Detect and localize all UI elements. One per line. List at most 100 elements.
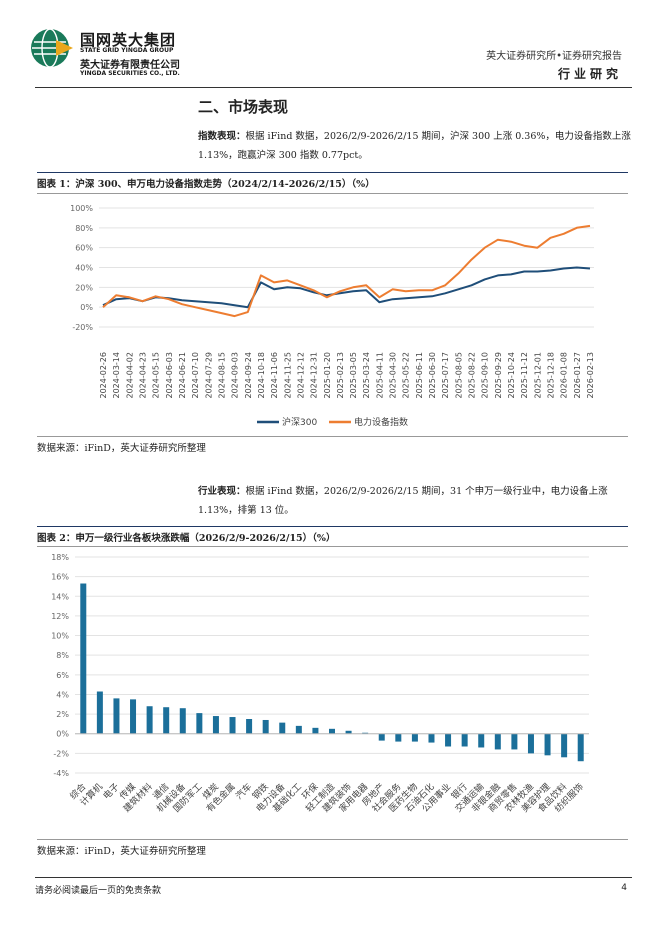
chart2-y-tick-label: 16%	[51, 573, 69, 582]
chart2-bar	[428, 733, 435, 743]
chart1-x-tick-label: 2024-04-02	[125, 352, 134, 399]
figure1-bottom-rule	[37, 436, 628, 437]
chart1-y-tick-label: -20%	[72, 323, 93, 332]
chart2-bar	[395, 733, 402, 742]
chart2-y-tick-label: 14%	[51, 592, 69, 601]
subsidiary-name-en: YINGDA SECURITIES CO., LTD.	[80, 70, 180, 77]
index-performance-text: 根据 iFind 数据，2026/2/9-2026/2/15 期间，沪深 300…	[198, 131, 631, 161]
chart1-x-tick-label: 2025-12-01	[533, 352, 542, 399]
chart1-x-tick-label: 2024-05-15	[152, 352, 161, 399]
chart2-y-tick-label: 8%	[56, 651, 69, 660]
figure2-title-rule	[37, 546, 628, 547]
chart2-bar	[163, 707, 170, 734]
figure1-title-rule	[37, 193, 628, 194]
chart1-x-tick-label: 2026-01-27	[573, 352, 582, 399]
figure1-title: 图表 1：沪深 300、申万电力设备指数走势（2024/2/14-2026/2/…	[37, 179, 375, 190]
chart2-y-tick-label: 18%	[51, 553, 69, 562]
chart1-x-tick-label: 2026-02-13	[586, 352, 595, 399]
chart1-x-tick-label: 2025-12-18	[547, 352, 556, 399]
chart1-series-line-0	[102, 266, 591, 309]
chart1-x-tick-label: 2025-06-30	[428, 352, 437, 399]
chart2-bar	[279, 722, 286, 734]
chart2-bar	[378, 733, 385, 741]
industry-change-bar-chart: 18%16%14%12%10%8%6%4%2%0%-2%-4%综合计算机电子传媒…	[51, 553, 589, 815]
chart1-x-tick-label: 2024-06-03	[165, 352, 174, 399]
chart2-bar	[229, 717, 236, 734]
chart1-x-tick-label: 2024-08-15	[217, 352, 226, 399]
chart2-y-tick-label: 12%	[51, 612, 69, 621]
industry-performance-text: 根据 iFind 数据，2026/2/9-2026/2/15 期间，31 个申万…	[198, 486, 608, 516]
chart2-y-tick-label: 10%	[51, 632, 69, 641]
chart2-category-label: 汽车	[233, 781, 254, 802]
chart2-bar	[411, 733, 418, 742]
chart2-bar	[494, 733, 501, 750]
company-name-en: STATE GRID YINGDA GROUP	[80, 47, 174, 54]
chart2-bar	[196, 713, 203, 734]
chart2-bar	[312, 727, 319, 734]
chart2-bar	[113, 698, 120, 734]
chart1-y-tick-label: 0%	[80, 303, 93, 312]
chart2-y-tick-label: 4%	[56, 690, 69, 699]
company-logo-block: 国网英大集团 STATE GRID YINGDA GROUP 英大证券有限责任公…	[30, 26, 230, 78]
figure2-bottom-rule	[37, 839, 628, 840]
index-performance-paragraph: 指数表现：根据 iFind 数据，2026/2/9-2026/2/15 期间，沪…	[198, 127, 638, 165]
chart2-y-tick-label: 0%	[56, 730, 69, 739]
chart1-x-tick-label: 2025-04-11	[375, 352, 384, 399]
chart1-x-tick-label: 2024-11-06	[270, 352, 279, 399]
chart1-x-tick-label: 2024-07-10	[191, 352, 200, 399]
chart2-bar	[544, 733, 551, 756]
figure2-top-rule	[37, 526, 628, 527]
disclaimer-note: 请务必阅读最后一页的免责条款	[35, 886, 162, 896]
chart1-x-tick-label: 2024-02-26	[99, 352, 108, 399]
chart2-bar	[577, 733, 584, 762]
chart1-x-tick-label: 2025-08-05	[454, 352, 463, 399]
chart2-bar	[478, 733, 485, 748]
chart2-bar	[212, 716, 219, 734]
footer-divider	[35, 877, 632, 878]
index-performance-label: 指数表现：	[198, 131, 246, 142]
figure2-source: 数据来源：iFinD，英大证券研究所整理	[37, 846, 206, 857]
chart1-x-tick-label: 2025-09-10	[481, 352, 490, 399]
chart1-x-tick-label: 2024-12-31	[310, 352, 319, 399]
chart1-x-tick-label: 2025-04-30	[389, 352, 398, 399]
chart1-y-tick-label: 40%	[75, 264, 93, 273]
chart1-x-tick-label: 2025-03-24	[362, 352, 371, 399]
chart1-y-tick-label: 100%	[70, 204, 93, 213]
chart1-x-tick-label: 2024-06-21	[178, 352, 187, 399]
chart1-x-tick-label: 2024-07-29	[204, 352, 213, 399]
figure1-top-rule	[37, 172, 628, 173]
chart1-x-tick-label: 2024-04-23	[138, 352, 147, 399]
chart2-bar	[329, 728, 335, 734]
chart1-x-tick-label: 2025-07-17	[441, 352, 450, 399]
chart1-x-tick-label: 2025-11-12	[520, 352, 529, 399]
index-trend-chart: 100% 80% 60% 40% 20% 0% -20% 2024-02-26 2024-03-…	[70, 204, 595, 428]
chart1-x-tick-label: 2025-08-22	[468, 352, 477, 399]
chart2-bar	[345, 730, 352, 734]
chart1-x-tick-label: 2024-12-12	[296, 352, 305, 399]
chart2-bar	[130, 699, 137, 734]
chart2-bar	[527, 733, 534, 754]
chart1-legend-label: 沪深300	[282, 416, 317, 428]
chart2-category-label: 电子	[100, 781, 121, 802]
chart1-x-tick-label: 2025-01-20	[323, 352, 332, 399]
chart1-y-tick-label: 20%	[75, 283, 93, 292]
header-divider	[35, 87, 632, 88]
chart1-series-line-1	[102, 224, 591, 318]
chart2-y-tick-label: -4%	[53, 769, 69, 778]
chart2-bar	[262, 719, 269, 734]
chart1-x-tick-label: 2025-10-24	[507, 352, 516, 399]
chart2-bar	[146, 706, 153, 734]
chart2-bar	[246, 719, 253, 734]
figure2-title: 图表 2：申万一级行业各板块涨跌幅（2026/2/9-2026/2/15）（%）	[37, 533, 336, 544]
chart2-bar	[96, 691, 103, 734]
chart1-x-tick-label: 2024-09-03	[231, 352, 240, 399]
chart1-y-tick-label: 60%	[75, 244, 93, 253]
report-source: 英大证券研究所•证券研究报告	[486, 51, 622, 62]
chart2-bar	[80, 583, 87, 734]
chart1-x-tick-label: 2026-01-08	[560, 352, 569, 399]
chart2-bar	[461, 733, 468, 747]
company-logo-icon	[31, 28, 73, 68]
chart2-bar	[511, 733, 518, 750]
chart1-x-tick-label: 2024-09-24	[244, 352, 253, 399]
chart1-x-tick-label: 2024-11-25	[283, 352, 292, 399]
